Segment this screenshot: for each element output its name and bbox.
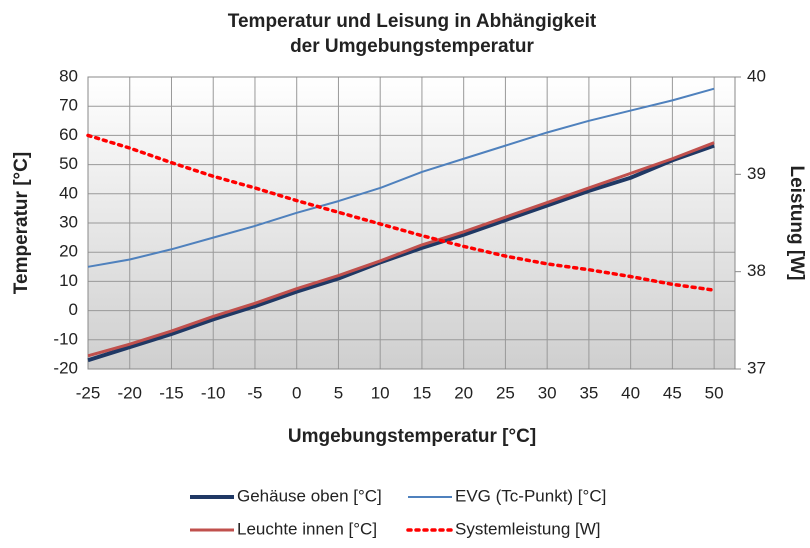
plot-border [87,76,736,370]
x-tick-label: 40 [621,383,640,402]
x-tick-label: 25 [496,383,515,402]
x-tick-label: 0 [292,383,301,402]
legend-label: EVG (Tc-Punkt) [°C] [455,486,606,505]
x-tick-label: -5 [247,383,262,402]
x-tick-label: 35 [579,383,598,402]
x-tick-label: -25 [76,383,101,402]
y-axis-label: Temperatur [°C] [11,152,32,294]
y-tick-label: 70 [59,96,78,115]
y-tick-label: 20 [59,242,78,261]
x-tick-label: 15 [412,383,431,402]
y2-tick-label: 37 [747,358,766,377]
y2-tick-label: 39 [747,164,766,183]
legend-label: Leuchte innen [°C] [237,519,377,538]
x-tick-label: 5 [334,383,343,402]
series-line [87,141,715,358]
x-tick-label: -15 [159,383,184,402]
y2-tick-label: 38 [747,261,766,280]
x-tick-label: -20 [117,383,142,402]
series-line [87,87,715,268]
y-tick-label: 40 [59,183,78,202]
x-tick-label: 50 [705,383,724,402]
series-line [86,133,716,292]
y-tick-label: 0 [69,300,78,319]
x-axis-label: Umgebungstemperatur [°C] [288,426,536,447]
x-tick-label: 45 [663,383,682,402]
y2-tick-label: 40 [747,66,766,85]
legend-label: Gehäuse oben [°C] [237,486,382,505]
y-tick-label: 50 [59,154,78,173]
y2-axis-label: Leistung [W] [786,165,807,280]
x-tick-label: 20 [454,383,473,402]
x-tick-label: 30 [538,383,557,402]
y-tick-label: 60 [59,125,78,144]
series-line [87,143,715,363]
legend-label: Systemleistung [W] [455,519,601,538]
y-tick-label: -10 [53,329,78,348]
y-tick-label: 10 [59,271,78,290]
y-tick-label: 30 [59,212,78,231]
x-tick-label: -10 [201,383,226,402]
x-tick-label: 10 [371,383,390,402]
chart-title: der Umgebungstemperatur [290,36,534,57]
y-tick-label: -20 [53,358,78,377]
chart-title: Temperatur und Leisung in Abhängigkeit [228,11,597,32]
y-tick-label: 80 [59,66,78,85]
